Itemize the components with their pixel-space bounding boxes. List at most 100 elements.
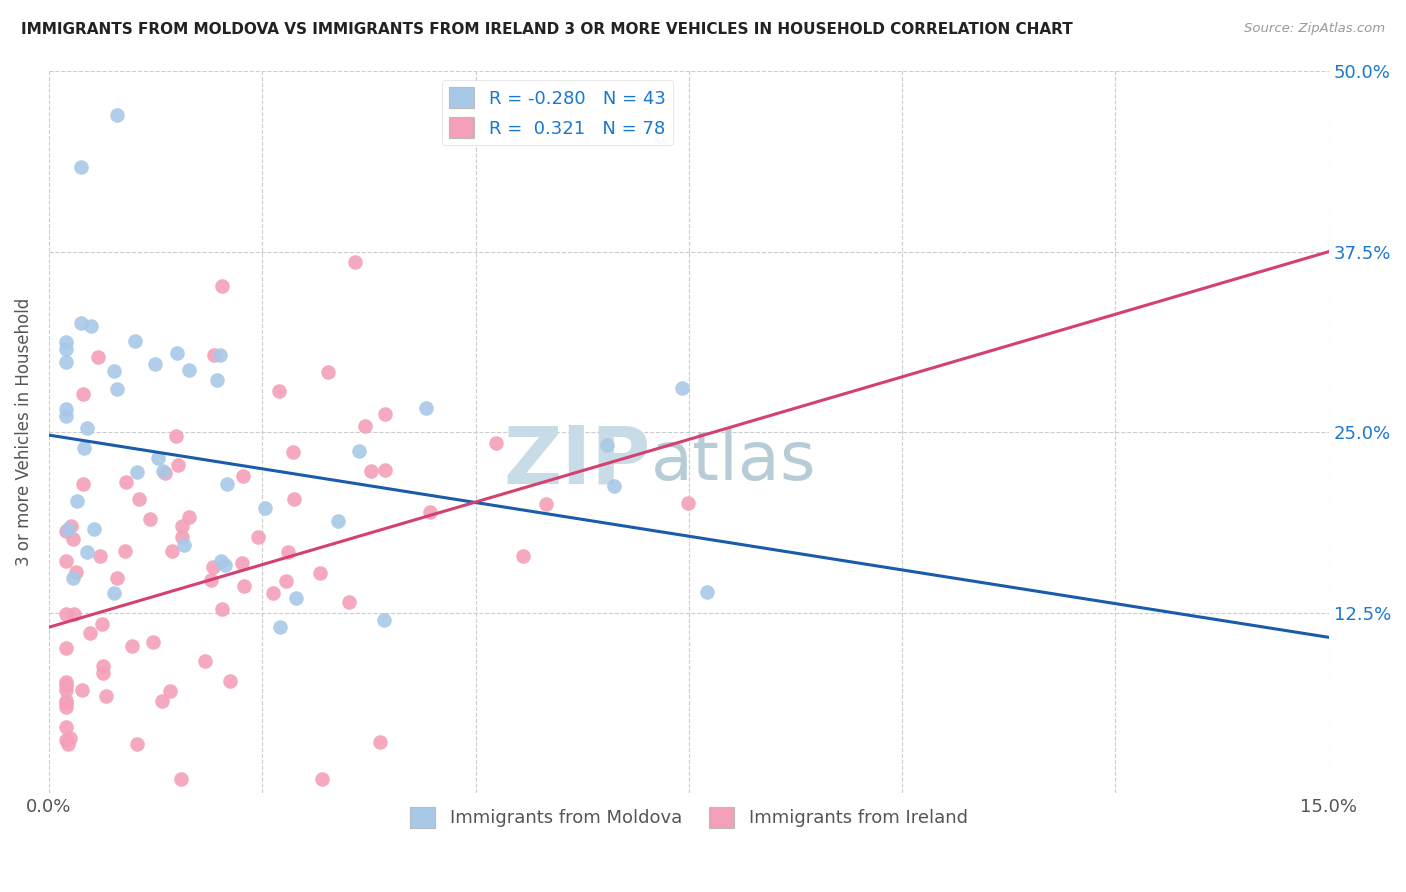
- Point: [207, 373, 229, 387]
- Point: [55, 699, 77, 714]
- Point: [318, 365, 340, 379]
- Point: [76, 545, 98, 559]
- Point: [55, 696, 77, 710]
- Point: [83, 522, 105, 536]
- Point: [55, 674, 77, 689]
- Point: [311, 772, 333, 786]
- Point: [671, 381, 693, 395]
- Point: [536, 497, 558, 511]
- Point: [103, 586, 125, 600]
- Point: [59, 731, 82, 746]
- Point: [139, 512, 162, 526]
- Point: [194, 654, 217, 668]
- Point: [80, 318, 103, 333]
- Point: [177, 363, 200, 377]
- Point: [55, 732, 77, 747]
- Point: [70, 682, 93, 697]
- Text: IMMIGRANTS FROM MOLDOVA VS IMMIGRANTS FROM IRELAND 3 OR MORE VEHICLES IN HOUSEHO: IMMIGRANTS FROM MOLDOVA VS IMMIGRANTS FR…: [21, 22, 1073, 37]
- Point: [55, 694, 77, 708]
- Text: Source: ZipAtlas.com: Source: ZipAtlas.com: [1244, 22, 1385, 36]
- Point: [127, 737, 149, 751]
- Y-axis label: 3 or more Vehicles in Household: 3 or more Vehicles in Household: [15, 298, 32, 566]
- Point: [211, 279, 233, 293]
- Point: [125, 465, 148, 479]
- Point: [246, 530, 269, 544]
- Point: [66, 493, 89, 508]
- Point: [603, 479, 626, 493]
- Point: [79, 625, 101, 640]
- Point: [177, 510, 200, 524]
- Point: [58, 737, 80, 751]
- Point: [353, 419, 375, 434]
- Point: [114, 544, 136, 558]
- Point: [76, 421, 98, 435]
- Point: [152, 464, 174, 478]
- Point: [55, 335, 77, 350]
- Point: [55, 683, 77, 698]
- Point: [254, 501, 277, 516]
- Point: [232, 468, 254, 483]
- Point: [281, 445, 304, 459]
- Point: [55, 355, 77, 369]
- Point: [219, 673, 242, 688]
- Point: [232, 579, 254, 593]
- Legend: Immigrants from Moldova, Immigrants from Ireland: Immigrants from Moldova, Immigrants from…: [402, 799, 974, 835]
- Point: [103, 364, 125, 378]
- Point: [62, 571, 84, 585]
- Point: [72, 387, 94, 401]
- Point: [115, 475, 138, 490]
- Point: [415, 401, 437, 416]
- Point: [55, 524, 77, 538]
- Point: [150, 694, 173, 708]
- Point: [121, 639, 143, 653]
- Point: [596, 438, 619, 452]
- Point: [373, 613, 395, 627]
- Point: [91, 666, 114, 681]
- Point: [696, 585, 718, 599]
- Point: [214, 558, 236, 572]
- Point: [60, 519, 83, 533]
- Point: [105, 572, 128, 586]
- Point: [374, 463, 396, 477]
- Point: [512, 549, 534, 564]
- Point: [165, 429, 187, 443]
- Point: [676, 496, 699, 510]
- Point: [69, 316, 91, 330]
- Point: [211, 601, 233, 615]
- Point: [55, 342, 77, 356]
- Point: [124, 334, 146, 348]
- Point: [344, 255, 367, 269]
- Point: [160, 544, 183, 558]
- Point: [202, 348, 225, 362]
- Point: [283, 491, 305, 506]
- Point: [167, 458, 190, 472]
- Point: [326, 514, 349, 528]
- Text: atlas: atlas: [651, 428, 815, 494]
- Point: [485, 436, 508, 450]
- Point: [166, 346, 188, 360]
- Point: [337, 595, 360, 609]
- Point: [170, 519, 193, 533]
- Point: [153, 467, 176, 481]
- Point: [55, 409, 77, 424]
- Point: [172, 530, 194, 544]
- Point: [209, 348, 232, 362]
- Point: [55, 607, 77, 621]
- Point: [146, 451, 169, 466]
- Point: [309, 566, 332, 581]
- Point: [63, 607, 86, 621]
- Point: [73, 441, 96, 455]
- Point: [91, 616, 114, 631]
- Point: [211, 554, 233, 568]
- Point: [65, 565, 87, 579]
- Point: [173, 538, 195, 552]
- Point: [87, 351, 110, 365]
- Point: [105, 382, 128, 396]
- Point: [55, 678, 77, 692]
- Point: [169, 772, 191, 786]
- Point: [55, 720, 77, 734]
- Point: [277, 545, 299, 559]
- Point: [105, 107, 128, 121]
- Point: [276, 574, 298, 588]
- Point: [285, 591, 308, 606]
